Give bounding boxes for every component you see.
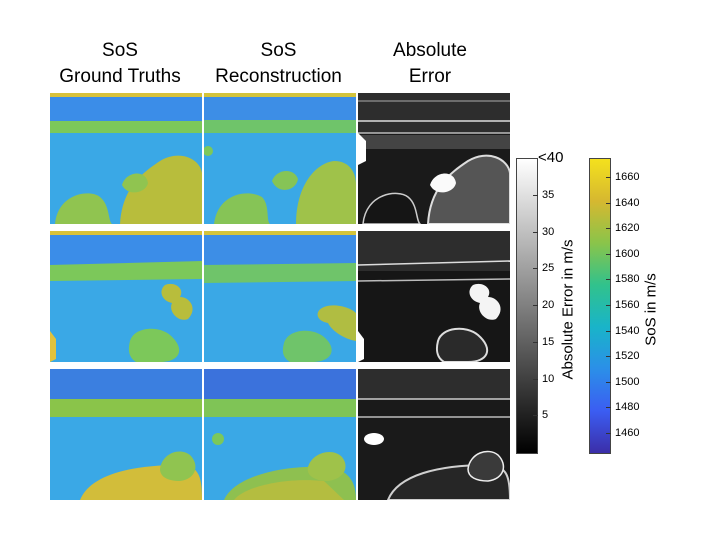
sos-tickmark bbox=[606, 279, 611, 280]
error-colorbar-label: Absolute Error in m/s bbox=[559, 239, 577, 380]
title-ground-truths: SoS Ground Truths bbox=[59, 40, 181, 87]
sos-colorbar-label: SoS in m/s bbox=[642, 273, 660, 346]
ground-truth-panel-3 bbox=[50, 369, 202, 500]
sos-tick-label: 1560 bbox=[615, 299, 640, 311]
title-absolute-error: Absolute Error bbox=[393, 40, 467, 87]
error-tick-label: 25 bbox=[542, 262, 555, 274]
reconstruction-panel-3 bbox=[204, 369, 356, 500]
sos-tick-label: 1480 bbox=[615, 401, 640, 413]
error-panel-2 bbox=[358, 231, 510, 362]
sos-tickmark bbox=[606, 203, 611, 204]
error-tickmark bbox=[533, 195, 538, 196]
error-tick-label: 15 bbox=[542, 336, 555, 348]
error-tickmark bbox=[533, 268, 538, 269]
reconstruction-panel-2 bbox=[204, 231, 356, 362]
sos-tickmark bbox=[606, 407, 611, 408]
error-tickmark bbox=[533, 379, 538, 380]
sos-tick-label: 1460 bbox=[615, 427, 640, 439]
error-tick-label: 20 bbox=[542, 299, 555, 311]
sos-tickmark bbox=[606, 331, 611, 332]
error-panel-3 bbox=[358, 369, 510, 500]
sos-tick-label: 1500 bbox=[615, 376, 640, 388]
sos-tickmark bbox=[606, 177, 611, 178]
error-tickmark bbox=[533, 232, 538, 233]
sos-tickmark bbox=[606, 254, 611, 255]
error-tickmark bbox=[533, 415, 538, 416]
sos-tickmark bbox=[606, 305, 611, 306]
error-tick-label: 30 bbox=[542, 226, 555, 238]
sos-tick-label: 1600 bbox=[615, 248, 640, 260]
ground-truth-panel-2 bbox=[50, 231, 202, 362]
error-colorbar-top-label: <40 bbox=[538, 149, 564, 166]
error-tick-label: 10 bbox=[542, 373, 555, 385]
error-tickmark bbox=[533, 342, 538, 343]
sos-tick-label: 1580 bbox=[615, 273, 640, 285]
sos-tickmark bbox=[606, 356, 611, 357]
title-reconstruction: SoS Reconstruction bbox=[215, 40, 342, 87]
error-tick-label: 5 bbox=[542, 409, 549, 421]
sos-tick-label: 1620 bbox=[615, 222, 640, 234]
sos-tickmark bbox=[606, 433, 611, 434]
error-colorbar bbox=[516, 158, 538, 454]
error-panel-1 bbox=[358, 93, 510, 224]
sos-colorbar bbox=[589, 158, 611, 454]
sos-tick-label: 1540 bbox=[615, 325, 640, 337]
sos-tick-label: 1640 bbox=[615, 197, 640, 209]
sos-tickmark bbox=[606, 228, 611, 229]
ground-truth-panel-1 bbox=[50, 93, 202, 224]
error-tick-label: 35 bbox=[542, 189, 555, 201]
sos-tick-label: 1520 bbox=[615, 350, 640, 362]
sos-tick-label: 1660 bbox=[615, 171, 640, 183]
error-tickmark bbox=[533, 305, 538, 306]
reconstruction-panel-1 bbox=[204, 93, 356, 224]
sos-tickmark bbox=[606, 382, 611, 383]
